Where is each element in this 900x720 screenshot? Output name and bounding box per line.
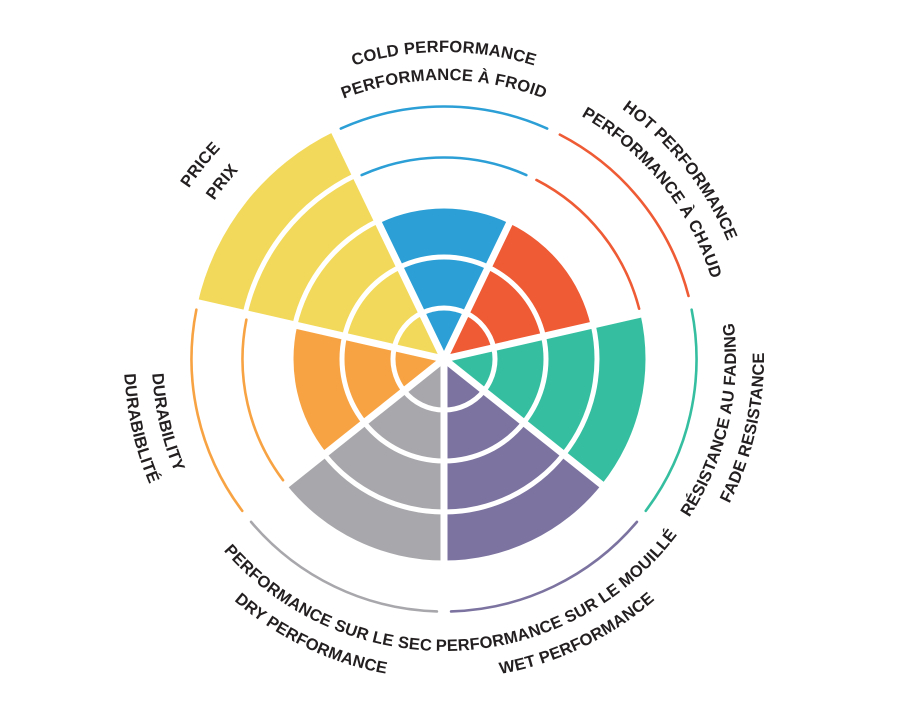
durability-ring-3-filled: [293, 325, 363, 453]
cold-performance-label-inner-text: PERFORMANCE À FROID: [339, 66, 549, 102]
cold-performance-ring-5-empty-arc: [339, 105, 549, 130]
price-ring-3-filled: [297, 223, 399, 336]
separator-4: [236, 356, 447, 526]
hot-performance-ring-4-empty-arc: [535, 178, 641, 310]
cold-performance-ring-1-filled: [422, 310, 466, 359]
separator-5: [187, 297, 445, 363]
separator-6: [327, 121, 448, 361]
separator-2: [441, 356, 652, 526]
fade-resistance-ring-4-filled: [565, 314, 646, 485]
separator-1: [443, 297, 701, 363]
sector-separators: [187, 121, 701, 621]
price-ring-4-filled: [247, 177, 377, 325]
cold-performance-ring-2-filled: [400, 259, 488, 311]
wet-performance-ring-4-filled: [444, 455, 602, 561]
sector-price: [197, 131, 444, 359]
dry-performance-ring-3-filled: [326, 424, 444, 510]
durability-ring-4-empty-arc: [241, 318, 285, 482]
fade-resistance-ring-3-filled: [525, 325, 595, 453]
durability-ring-5-empty-arc: [190, 308, 244, 513]
sector-fills: [197, 131, 646, 561]
sector-cold-performance: [378, 208, 510, 359]
cold-performance-label-outer-text: COLD PERFORMANCE: [350, 38, 539, 69]
price-ring-2-filled: [346, 269, 421, 348]
cold-performance-ring-4-empty-arc: [360, 156, 528, 177]
wet-performance-ring-1-filled: [444, 359, 482, 408]
fade-resistance-ring-5-empty-arc: [644, 308, 698, 513]
dry-performance-ring-5-empty-arc: [249, 520, 439, 613]
hot-performance-ring-2-filled: [467, 269, 542, 348]
sector-durability: [293, 325, 444, 453]
cold-performance-ring-3-filled: [378, 208, 510, 265]
hot-performance-label-outer-text: HOT PERFORMANCE: [619, 97, 740, 242]
sector-dry-performance: [286, 359, 444, 561]
wet-performance-ring-5-empty-arc: [449, 520, 639, 613]
hot-performance-ring-5-empty-arc: [558, 133, 690, 298]
dry-performance-ring-1-filled: [406, 359, 444, 408]
separator-0: [440, 121, 561, 361]
wet-performance-ring-3-filled: [444, 424, 562, 510]
dry-performance-ring-4-filled: [286, 455, 444, 561]
cold-performance-label-outer: COLD PERFORMANCE: [350, 38, 539, 69]
cold-performance-label-inner: PERFORMANCE À FROID: [339, 66, 550, 102]
unfilled-ring-arcs: [190, 105, 698, 613]
hot-performance-ring-3-filled: [489, 223, 591, 336]
hot-performance-label-outer: HOT PERFORMANCE: [619, 97, 740, 242]
price-ring-5-filled: [197, 131, 355, 314]
